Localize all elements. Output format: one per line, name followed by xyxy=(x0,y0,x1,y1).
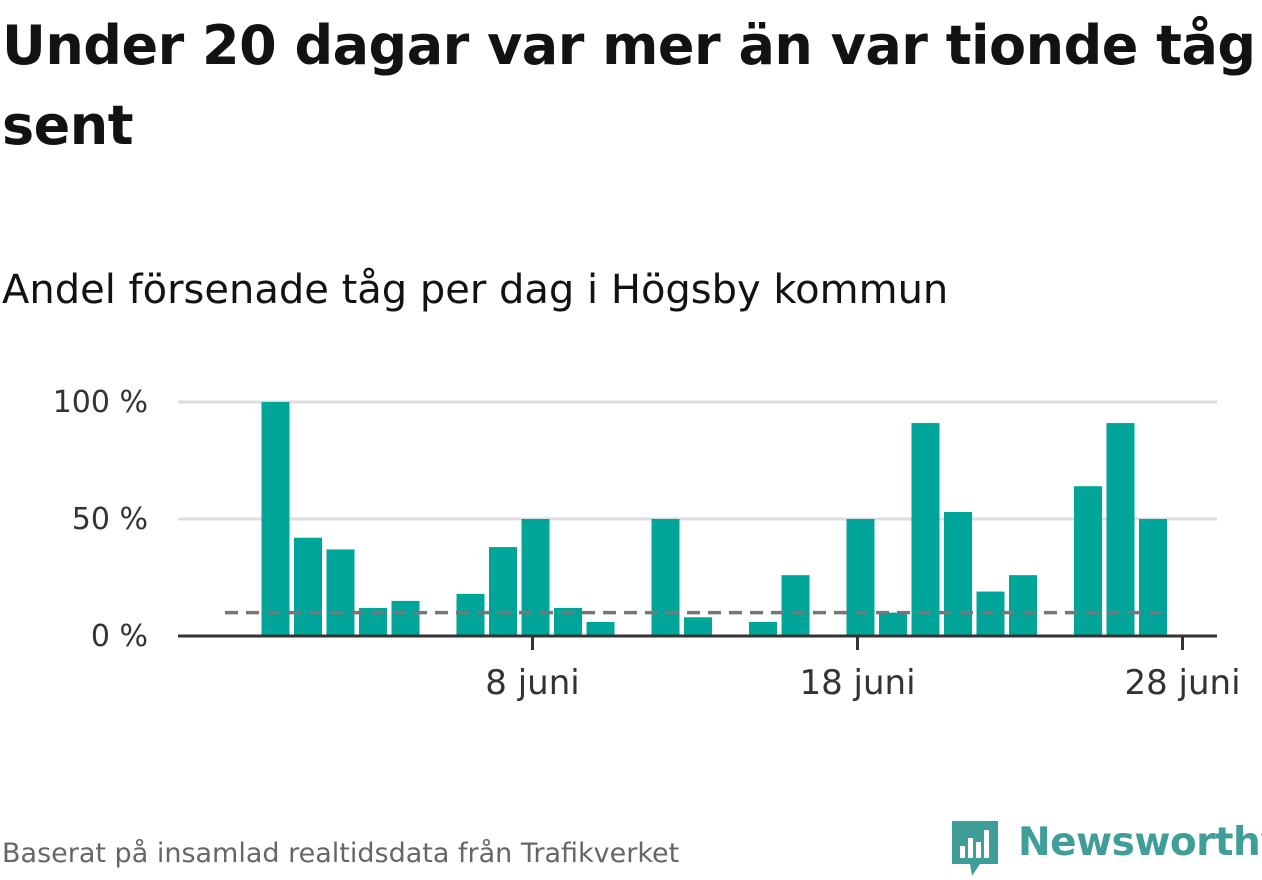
bar xyxy=(749,621,777,636)
bar-chart: 0 % 50 % 100 % 8 juni 18 juni 28 juni xyxy=(53,385,1241,703)
x-tick-label: 28 juni xyxy=(1124,663,1240,703)
bar xyxy=(489,547,517,636)
newsworthy-chart-icon xyxy=(952,821,998,876)
bars xyxy=(261,402,1167,636)
axes: 0 % 50 % 100 % 8 juni 18 juni 28 juni xyxy=(53,385,1241,703)
bar xyxy=(781,575,810,636)
bar xyxy=(326,549,355,636)
bar xyxy=(944,511,972,636)
bar xyxy=(521,519,550,636)
bar xyxy=(391,600,420,636)
y-tick-label: 100 % xyxy=(53,385,148,420)
bar xyxy=(456,593,485,636)
y-tick-label: 50 % xyxy=(72,502,148,537)
bar xyxy=(1009,575,1037,636)
bar xyxy=(911,423,940,636)
bar xyxy=(586,621,615,636)
bar xyxy=(1106,423,1135,636)
x-tick-label: 8 juni xyxy=(485,663,579,703)
bar xyxy=(651,519,680,636)
logo-text: Newsworthy xyxy=(1018,820,1262,865)
gridlines xyxy=(178,400,1217,521)
bar xyxy=(879,612,907,636)
bar xyxy=(294,537,322,636)
bar xyxy=(846,519,875,636)
bar xyxy=(1139,519,1167,636)
chart-title: Under 20 dagar var mer än var tionde tåg… xyxy=(2,14,1256,157)
bar xyxy=(261,402,290,636)
bar xyxy=(684,617,712,636)
source-note: Baserat på insamlad realtidsdata från Tr… xyxy=(2,838,680,869)
newsworthy-logo: Newsworthy xyxy=(950,818,1262,878)
x-tick-label: 18 juni xyxy=(799,663,915,703)
y-tick-label: 0 % xyxy=(91,619,148,654)
chart-subtitle: Andel försenade tåg per dag i Högsby kom… xyxy=(2,267,949,313)
